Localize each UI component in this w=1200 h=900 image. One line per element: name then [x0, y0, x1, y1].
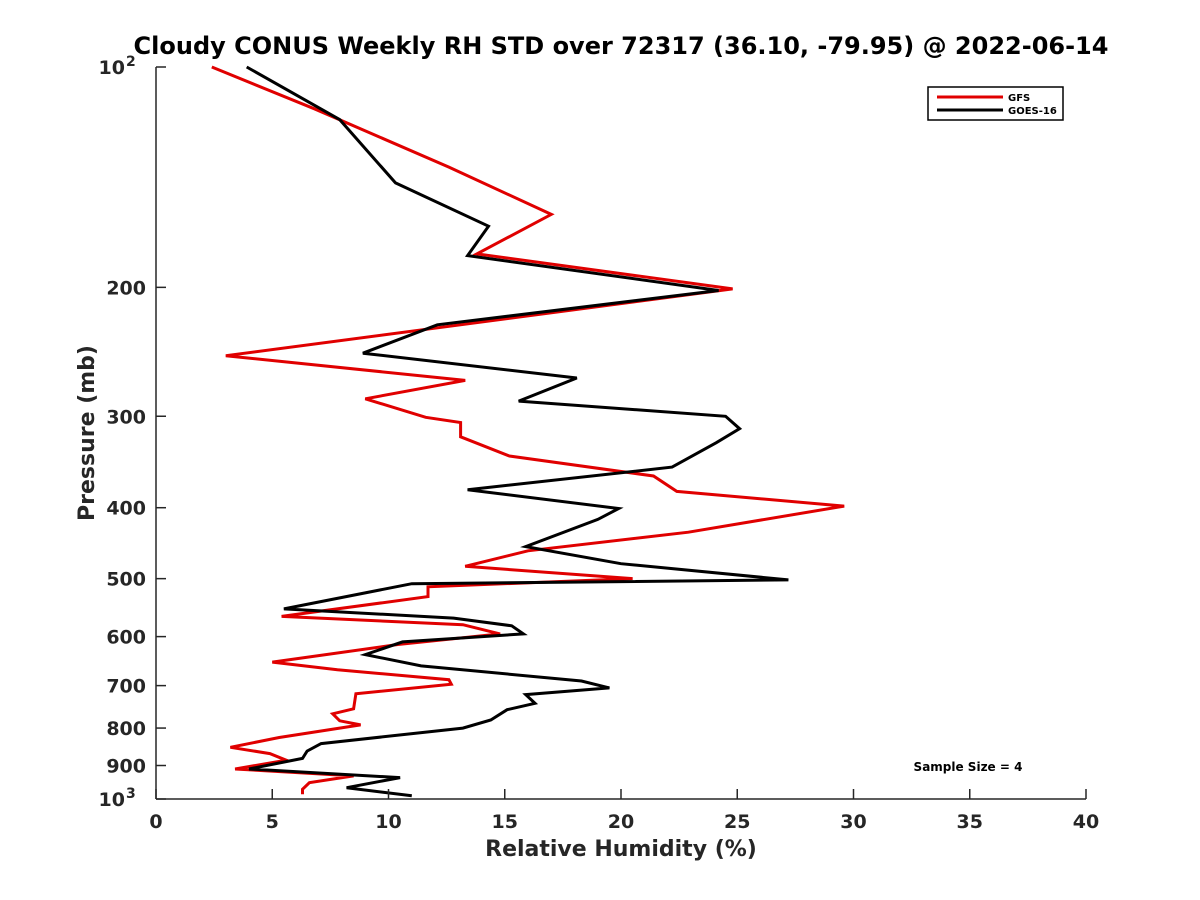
y-tick-label: 600 — [106, 627, 146, 649]
x-tick-label: 0 — [149, 811, 162, 833]
legend-label-goes16: GOES-16 — [1008, 106, 1057, 117]
x-tick-label: 30 — [840, 811, 866, 833]
x-tick-label: 5 — [266, 811, 279, 833]
y-tick-exponent: 2 — [126, 54, 136, 70]
series-line-gfs — [211, 65, 845, 795]
x-tick-label: 15 — [492, 811, 518, 833]
axes — [155, 67, 1086, 800]
y-tick-exponent: 3 — [126, 786, 136, 802]
y-tick-label: 500 — [106, 569, 146, 591]
series-line-goes16 — [245, 65, 789, 798]
x-tick-label: 20 — [608, 811, 634, 833]
chart-title: Cloudy CONUS Weekly RH STD over 72317 (3… — [134, 32, 1109, 60]
legend-box — [927, 86, 1064, 121]
x-tick-label: 10 — [375, 811, 401, 833]
y-tick-label: 10 — [99, 57, 125, 79]
legend-label-gfs: GFS — [1008, 93, 1030, 104]
x-axis-label: Relative Humidity (%) — [485, 837, 757, 862]
y-tick-label: 900 — [106, 756, 146, 778]
legend: GFS GOES-16 — [927, 86, 1064, 121]
y-tick-label: 800 — [106, 718, 146, 740]
x-tick-label: 35 — [957, 811, 983, 833]
plot-lines — [211, 65, 845, 798]
y-tick-label: 700 — [106, 676, 146, 698]
y-tick-label: 400 — [106, 498, 146, 520]
y-tick-label: 10 — [99, 789, 125, 811]
y-tick-label: 200 — [106, 277, 146, 299]
sample-size-annotation: Sample Size = 4 — [914, 760, 1023, 774]
x-tick-label: 25 — [724, 811, 750, 833]
x-ticks: 0 5 10 15 20 25 30 35 40 — [149, 789, 1099, 833]
y-axis-label: Pressure (mb) — [75, 345, 100, 521]
x-tick-label: 40 — [1073, 811, 1099, 833]
y-tick-label: 300 — [106, 406, 146, 428]
